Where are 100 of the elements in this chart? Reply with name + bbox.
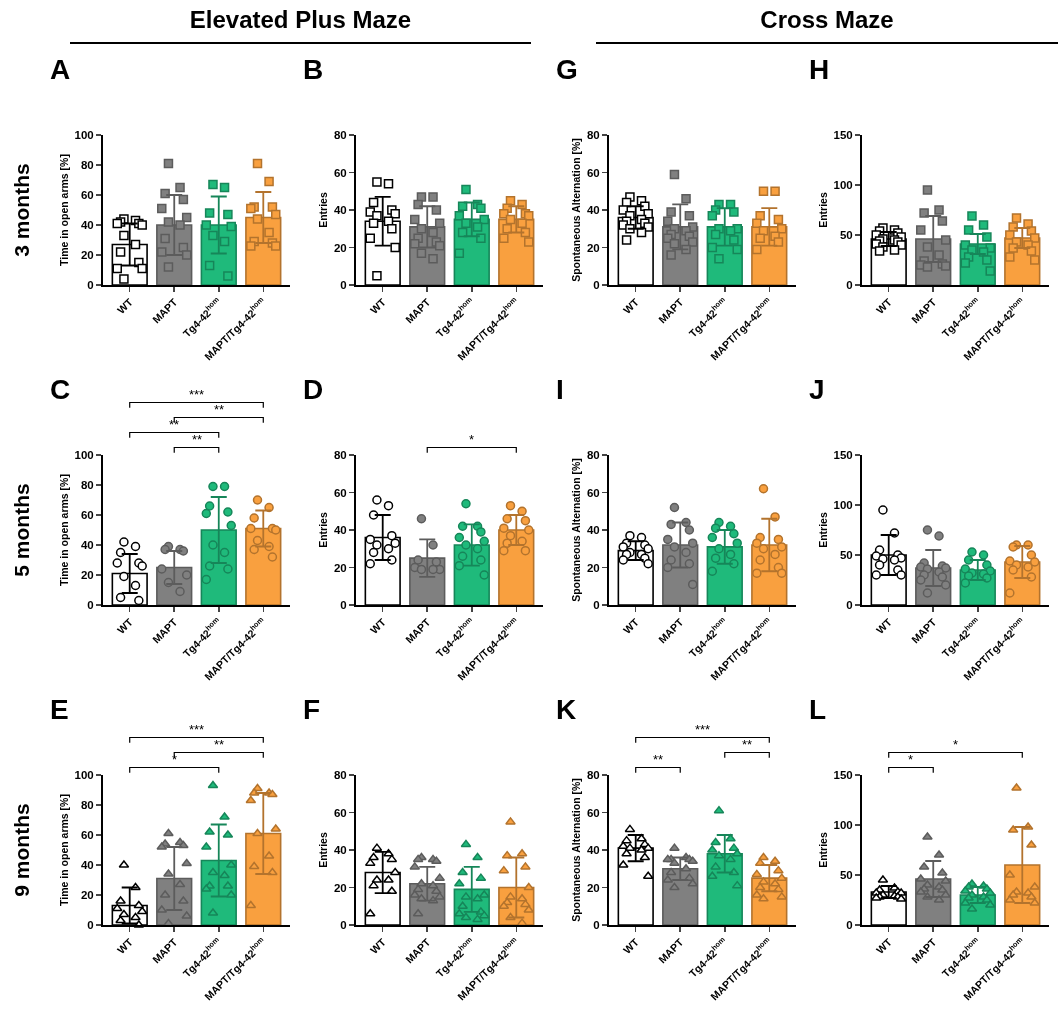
y-axis-title: Entries [317,832,330,868]
x-tick-label: WT [873,295,895,317]
y-tick-label: 20 [333,881,347,894]
chart-title: B [303,54,324,86]
y-axis-title: Spontaneous Alternation [%] [570,778,583,922]
y-axis-title: Spontaneous Alternation [%] [570,458,583,602]
x-tick-label: WT [620,615,642,637]
y-tick-label: 40 [80,859,94,872]
y-tick-label: 100 [833,499,853,512]
y-tick-label: 20 [586,561,600,574]
x-tick-label: WT [114,295,136,317]
y-tick-label: 0 [340,919,347,932]
y-tick-label: 0 [846,919,853,932]
y-tick-label: 150 [833,129,853,142]
y-tick-label: 100 [74,129,94,142]
y-tick-label: 60 [333,166,347,179]
y-tick-label: 20 [80,889,94,902]
y-tick-label: 150 [833,769,853,782]
text: ** [742,737,753,752]
x-tick-label: WT [873,935,895,957]
y-axis-title: Entries [816,832,829,868]
y-tick-label: 80 [80,159,94,172]
y-tick-label: 20 [333,561,347,574]
y-tick-label: 100 [74,449,94,462]
y-tick-label: 0 [593,919,600,932]
y-tick-label: 100 [74,769,94,782]
text: * [953,737,959,752]
y-tick-label: 80 [586,449,600,462]
text: ** [192,432,203,447]
y-tick-label: 40 [333,204,347,217]
x-tick-label: WT [114,615,136,637]
x-tick-label: WT [620,935,642,957]
x-tick-label: WT [114,935,136,957]
x-tick-label: WT [367,295,389,317]
y-axis-title: Entries [816,192,829,228]
y-tick-label: 40 [80,539,94,552]
text: ** [653,752,664,767]
y-tick-label: 100 [833,819,853,832]
y-tick-label: 0 [340,279,347,292]
y-tick-label: 100 [833,179,853,192]
y-tick-label: 50 [839,549,853,562]
y-tick-label: 40 [586,524,600,537]
text: Cross Maze [759,6,895,34]
y-tick-label: 0 [87,919,94,932]
y-tick-label: 60 [333,486,347,499]
chart-title: L [809,694,827,726]
y-tick-label: 0 [593,599,600,612]
y-tick-label: 40 [333,524,347,537]
y-tick-label: 80 [333,449,347,462]
y-tick-label: 20 [586,881,600,894]
chart-title: K [556,694,577,726]
chart-title: H [809,54,830,86]
y-tick-label: 20 [333,241,347,254]
y-tick-label: 60 [80,509,94,522]
y-tick-label: 60 [586,486,600,499]
y-tick-label: 50 [839,229,853,242]
x-tick-label: WT [873,615,895,637]
text: *** [695,722,711,737]
y-tick-label: 20 [80,249,94,262]
text: * [908,752,914,767]
y-tick-label: 60 [80,829,94,842]
y-axis-title: Entries [317,192,330,228]
text: * [172,752,178,767]
y-tick-label: 80 [586,129,600,142]
x-tick-label: WT [620,295,642,317]
y-tick-label: 40 [586,844,600,857]
y-axis-title: Time in open arms [%] [57,154,70,266]
y-axis-title: Spontaneous Alternation [%] [570,138,583,282]
chart-title: C [50,374,71,406]
y-axis-title: Time in open arms [%] [57,794,70,906]
y-tick-label: 40 [586,204,600,217]
y-tick-label: 150 [833,449,853,462]
y-tick-label: 50 [839,869,853,882]
text: ** [214,402,225,417]
text: 3 months [10,163,34,257]
text: *** [189,722,205,737]
y-tick-label: 20 [586,241,600,254]
y-tick-label: 60 [80,189,94,202]
y-tick-label: 80 [333,769,347,782]
y-tick-label: 0 [87,279,94,292]
text: Elevated Plus Maze [188,6,413,34]
text: ** [169,417,180,432]
text: ** [214,737,225,752]
y-tick-label: 0 [87,599,94,612]
chart-title: F [303,694,321,726]
text: 5 months [10,483,34,577]
chart-title: G [556,54,578,86]
chart-title: E [50,694,69,726]
text: * [469,432,475,447]
chart-title: J [809,374,825,406]
chart-title: A [50,54,71,86]
y-tick-label: 0 [593,279,600,292]
y-axis-title: Entries [317,512,330,548]
x-tick-label: WT [367,615,389,637]
y-tick-label: 80 [80,479,94,492]
y-tick-label: 80 [80,799,94,812]
y-tick-label: 20 [80,569,94,582]
y-tick-label: 60 [586,806,600,819]
y-tick-label: 80 [333,129,347,142]
y-tick-label: 60 [586,166,600,179]
